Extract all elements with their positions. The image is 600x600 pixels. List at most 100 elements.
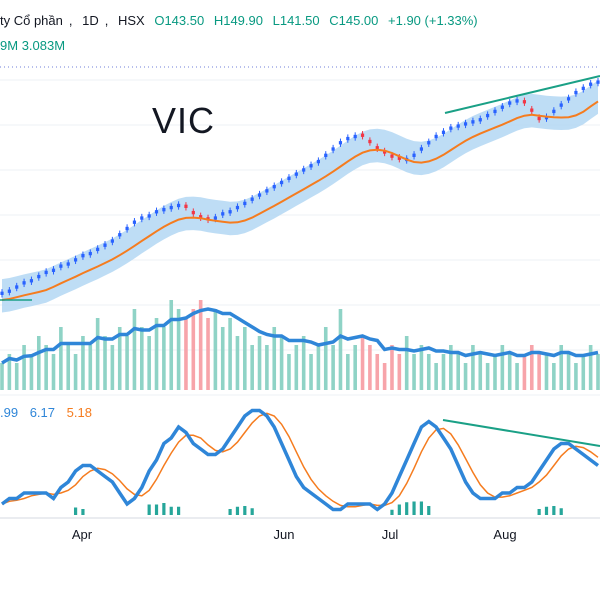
- candle-body: [7, 289, 11, 293]
- volume-bar: [360, 336, 365, 390]
- signal-value: 6.17: [29, 405, 56, 420]
- volume-bar: [294, 345, 299, 390]
- macd-hist-bar: [427, 506, 431, 515]
- volume-bar: [95, 318, 100, 390]
- candle-body: [132, 220, 137, 224]
- volume-bar: [36, 336, 41, 390]
- candle-body: [37, 274, 41, 279]
- candle-body: [294, 172, 298, 176]
- volume-bars: [0, 300, 600, 390]
- candle-body: [257, 193, 262, 197]
- volume-bar: [243, 327, 247, 390]
- candle-body: [309, 164, 313, 168]
- candle-body: [338, 141, 343, 145]
- candle-body: [0, 291, 4, 295]
- trendline-price: [0, 75, 600, 301]
- volume-bar: [51, 354, 56, 390]
- volume-bar: [471, 345, 475, 390]
- volume-bar: [463, 363, 468, 390]
- candle-body: [235, 205, 240, 210]
- macd-hist-bar: [147, 504, 151, 515]
- interval: 1D: [82, 13, 99, 28]
- bollinger-band: [2, 80, 598, 313]
- candle-body: [589, 82, 593, 86]
- candle-body: [522, 100, 527, 104]
- macd-header: .99 6.17 5.18: [0, 405, 100, 420]
- volume-bar: [412, 354, 416, 390]
- high-value: H149.90: [213, 13, 263, 28]
- macd-hist-bar: [162, 503, 166, 515]
- candle-body: [383, 150, 387, 154]
- macd-value: .99: [0, 405, 19, 420]
- open-value: O143.50: [154, 13, 205, 28]
- candle-body: [390, 154, 394, 158]
- candle-body: [125, 226, 129, 231]
- candle-body: [191, 210, 195, 215]
- volume-bar: [485, 363, 490, 390]
- volume-bar: [456, 354, 460, 390]
- volume-ma: [1, 307, 599, 365]
- volume-bar: [117, 327, 122, 390]
- volume-bar: [81, 336, 85, 390]
- candle-body: [449, 126, 453, 130]
- candle-body: [353, 134, 357, 139]
- candle-body: [44, 270, 48, 275]
- macd-hist-bar: [73, 507, 78, 515]
- hist-value: 5.18: [66, 405, 92, 420]
- volume-bar: [66, 345, 71, 390]
- macd-hist-bar: [537, 509, 541, 515]
- candle-body: [302, 168, 306, 172]
- candle-body: [441, 130, 446, 134]
- x-tick-label: Jul: [382, 527, 399, 542]
- candle-body: [154, 210, 159, 214]
- volume-bar: [382, 363, 387, 390]
- company-name: ty Cổ phần: [0, 13, 63, 28]
- candle-body: [280, 180, 284, 185]
- candle-body: [118, 233, 122, 237]
- candle-body: [287, 176, 291, 180]
- volume-bar: [441, 354, 446, 390]
- candle-body: [346, 136, 350, 141]
- volume-bar: [581, 354, 586, 390]
- volume-bar: [426, 354, 431, 390]
- volume-bar: [169, 300, 174, 390]
- volume-bar: [493, 354, 497, 390]
- volume-bar: [419, 345, 424, 390]
- ma-line: [1, 100, 599, 301]
- volume-bar: [309, 354, 313, 390]
- moving-average: [1, 100, 599, 301]
- volume-bar: [368, 345, 372, 390]
- chart-header: ty Cổ phần, 1D, HSX O143.50 H149.90 L141…: [0, 13, 478, 28]
- candle-body: [412, 153, 416, 157]
- volume-bar: [338, 309, 343, 390]
- macd-hist-bar: [412, 501, 416, 515]
- volume-bar: [287, 354, 291, 390]
- volume-header: 9M 3.083M: [0, 38, 65, 53]
- volume-bar: [397, 354, 402, 390]
- volume-bar: [323, 327, 328, 390]
- x-axis: Apr Jun Jul Aug: [0, 517, 600, 542]
- volume-value-2: 3.083M: [21, 38, 66, 53]
- candle-body: [110, 239, 114, 243]
- x-tick-label: Aug: [493, 527, 516, 542]
- macd-hist-bar: [397, 504, 401, 515]
- volume-bar: [29, 354, 34, 390]
- candle-body: [471, 120, 475, 124]
- candle-body: [272, 185, 276, 189]
- candle-body: [324, 153, 328, 157]
- volume-bar: [279, 336, 284, 390]
- candle-body: [250, 197, 254, 201]
- x-tick-label: Apr: [72, 527, 93, 542]
- candle-body: [544, 116, 549, 120]
- volume-bar: [346, 354, 350, 390]
- candle-body: [176, 203, 181, 208]
- macd-hist-bar: [169, 506, 173, 515]
- volume-bar: [449, 345, 453, 390]
- macd-hist-bar: [419, 501, 424, 515]
- volume-bar: [515, 363, 519, 390]
- candle-body: [59, 264, 63, 268]
- exchange: HSX: [117, 13, 145, 28]
- volume-bar: [73, 354, 78, 390]
- candle-body: [456, 124, 460, 128]
- volume-bar: [191, 309, 196, 390]
